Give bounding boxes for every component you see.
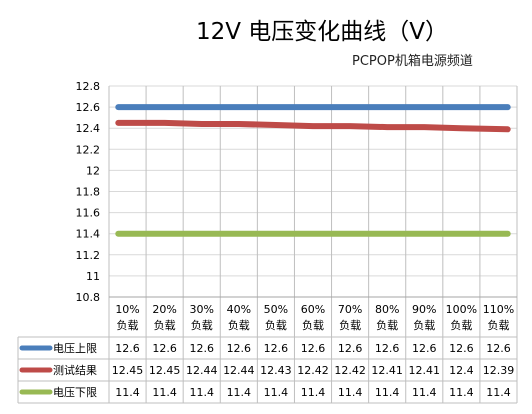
gridlines (109, 85, 517, 298)
data-table-cell: 12.41 (371, 364, 403, 377)
category-label-suffix: 负载 (376, 318, 398, 332)
category-label: 20% (152, 303, 176, 316)
category-label-suffix: 负载 (487, 318, 509, 332)
category-label: 60% (301, 303, 325, 316)
data-table-cell: 11.4 (301, 386, 326, 399)
chart-title: 12V 电压变化曲线（V） (196, 19, 449, 45)
data-table-cell: 12.6 (152, 342, 177, 355)
category-label: 30% (190, 303, 214, 316)
data-table-cell: 12.6 (375, 342, 400, 355)
category-label: 10% (115, 303, 139, 316)
y-tick-label: 11 (86, 270, 100, 283)
category-label-suffix: 负载 (154, 318, 176, 332)
data-table-cell: 11.4 (375, 386, 400, 399)
category-label: 110% (483, 303, 514, 316)
data-table-cell: 11.4 (449, 386, 474, 399)
data-table-cell: 12.6 (301, 342, 326, 355)
data-table-cell: 11.4 (115, 386, 140, 399)
data-table-cell: 11.4 (189, 386, 214, 399)
data-table-rows: 电压上限 12.6 12.6 12.6 12.6 12.6 12.6 12.6 12.6 12.6… (19, 342, 515, 399)
data-table-cell: 12.6 (449, 342, 474, 355)
category-label-suffix: 负载 (339, 318, 361, 332)
category-label: 40% (227, 303, 251, 316)
series-name: 电压下限 (53, 386, 97, 399)
y-tick-label: 11.2 (76, 249, 101, 262)
category-label-suffix: 负载 (117, 318, 139, 332)
series-name: 电压上限 (53, 342, 97, 355)
data-table-cell: 12.6 (115, 342, 140, 355)
data-table-cell: 12.41 (409, 364, 441, 377)
category-label: 50% (264, 303, 288, 316)
data-table-cell: 12.42 (334, 364, 366, 377)
category-label-suffix: 负载 (265, 318, 287, 332)
category-label: 70% (338, 303, 362, 316)
y-tick-label: 12.4 (76, 122, 101, 135)
y-tick-label: 12 (86, 164, 100, 177)
category-label: 80% (375, 303, 399, 316)
category-label-suffix: 负载 (228, 318, 250, 332)
data-table-cell: 12.45 (112, 364, 144, 377)
data-table-cell: 12.44 (223, 364, 255, 377)
data-table-cell: 12.6 (412, 342, 437, 355)
y-tick-label: 11.8 (76, 186, 101, 199)
data-table-cell: 11.4 (486, 386, 511, 399)
data-table-cell: 12.39 (483, 364, 515, 377)
category-label-suffix: 负载 (302, 318, 324, 332)
y-tick-label: 11.4 (76, 228, 101, 241)
category-label: 100% (446, 303, 477, 316)
series-name: 测试结果 (53, 364, 97, 377)
series-line (115, 119, 511, 133)
data-table-cell: 12.6 (264, 342, 289, 355)
data-table-cell: 12.6 (338, 342, 363, 355)
category-label: 90% (412, 303, 436, 316)
y-tick-label: 12.8 (76, 80, 101, 93)
data-table-cell: 12.6 (189, 342, 214, 355)
data-table-cell: 11.4 (152, 386, 177, 399)
category-label-suffix: 负载 (413, 318, 435, 332)
series-lines (115, 104, 511, 237)
y-tick-label: 12.6 (76, 101, 101, 114)
y-tick-label: 11.6 (76, 207, 101, 220)
data-table-cell: 12.44 (186, 364, 218, 377)
category-labels: 10% 负载 20% 负载 30% 负载 40% 负载 50% 负载 60% 负载 70% 负载 80% 负载… (115, 303, 514, 332)
y-tick-label: 10.8 (76, 291, 101, 304)
y-axis-ticks: 12.8 12.6 12.4 12.2 12 11.8 11.6 11.4 11.2 11 10.8 (76, 80, 101, 304)
data-table-cell: 12.42 (297, 364, 329, 377)
data-table-cell: 12.43 (260, 364, 292, 377)
data-table-cell: 12.6 (227, 342, 252, 355)
data-table-cell: 12.6 (486, 342, 511, 355)
category-label-suffix: 负载 (450, 318, 472, 332)
data-table-grid (17, 86, 518, 404)
data-table-cell: 11.4 (412, 386, 437, 399)
data-table-cell: 12.45 (149, 364, 181, 377)
data-table-cell: 11.4 (338, 386, 363, 399)
y-tick-label: 12.2 (76, 143, 101, 156)
category-label-suffix: 负载 (191, 318, 213, 332)
chart-subtitle: PCPOP机箱电源频道 (352, 54, 473, 69)
data-table-cell: 11.4 (264, 386, 289, 399)
data-table-cell: 12.4 (449, 364, 474, 377)
data-table-cell: 11.4 (227, 386, 252, 399)
